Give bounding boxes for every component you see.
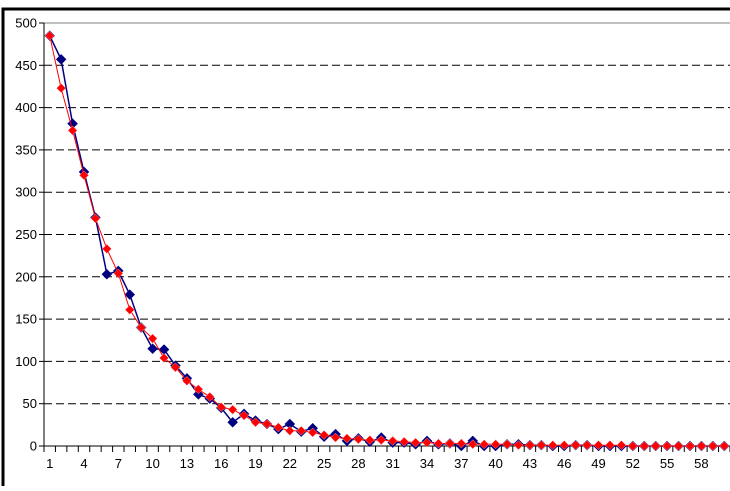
- data-point: [101, 268, 113, 280]
- data-point: [56, 83, 67, 93]
- data-point: [639, 441, 650, 451]
- data-point: [456, 438, 467, 449]
- y-tick-label: 150: [15, 312, 37, 327]
- data-point: [250, 417, 261, 428]
- data-point: [124, 304, 135, 315]
- data-point: [547, 440, 558, 451]
- y-tick-label: 0: [30, 439, 37, 454]
- data-point: [605, 440, 615, 451]
- data-point: [479, 439, 490, 450]
- x-tick-label: 25: [317, 456, 331, 471]
- data-point: [319, 430, 329, 440]
- data-point: [90, 213, 101, 224]
- data-point: [227, 404, 238, 415]
- y-tick-label: 300: [15, 185, 37, 200]
- data-point: [67, 125, 78, 136]
- data-point: [650, 441, 661, 451]
- data-point: [410, 437, 421, 448]
- data-point: [102, 244, 112, 254]
- data-point: [696, 441, 707, 451]
- data-point: [273, 422, 284, 433]
- data-point: [193, 384, 204, 395]
- y-tick-label: 350: [15, 142, 37, 157]
- data-point: [147, 343, 158, 355]
- data-point: [433, 438, 444, 449]
- data-point: [502, 439, 512, 450]
- x-tick-label: 43: [523, 456, 537, 471]
- y-tick-label: 250: [15, 227, 37, 242]
- data-point: [707, 441, 718, 451]
- data-point: [616, 440, 627, 451]
- data-point: [216, 402, 227, 412]
- data-point: [353, 434, 364, 445]
- data-point: [582, 440, 592, 451]
- data-point: [467, 439, 478, 450]
- data-point: [364, 435, 375, 445]
- x-tick-label: 46: [557, 456, 571, 471]
- x-tick-label: 52: [626, 456, 640, 471]
- data-point: [422, 437, 432, 448]
- data-point: [673, 441, 684, 451]
- x-tick-label: 10: [145, 456, 159, 471]
- x-tick-label: 1: [46, 456, 53, 471]
- data-point: [284, 425, 295, 436]
- data-point: [113, 268, 124, 279]
- data-point: [376, 435, 387, 445]
- data-point: [399, 436, 410, 447]
- data-point: [593, 440, 604, 451]
- data-point: [627, 441, 638, 451]
- y-tick-label: 100: [15, 354, 37, 369]
- y-tick-label: 50: [23, 396, 37, 411]
- data-point: [124, 289, 136, 300]
- x-tick-label: 22: [283, 456, 297, 471]
- x-tick-label: 28: [351, 456, 365, 471]
- data-point: [330, 432, 341, 443]
- data-point: [147, 333, 158, 344]
- data-point: [239, 410, 249, 421]
- data-point: [513, 440, 524, 451]
- data-point: [44, 30, 55, 41]
- data-point: [307, 427, 318, 438]
- data-point: [685, 441, 695, 451]
- x-tick-label: 16: [214, 456, 228, 471]
- y-tick-label: 200: [15, 269, 37, 284]
- x-tick-label: 55: [660, 456, 674, 471]
- x-tick-label: 19: [248, 456, 262, 471]
- x-tick-label: 58: [694, 456, 708, 471]
- data-point: [170, 362, 181, 373]
- data-point: [55, 54, 67, 65]
- data-point: [662, 441, 672, 451]
- y-tick-label: 400: [15, 100, 37, 115]
- x-tick-label: 7: [115, 456, 122, 471]
- data-point: [296, 425, 307, 436]
- data-point: [445, 438, 455, 449]
- x-tick-label: 4: [80, 456, 87, 471]
- data-point: [525, 440, 535, 451]
- x-tick-label: 31: [385, 456, 399, 471]
- y-tick-label: 500: [15, 16, 37, 31]
- data-point: [570, 440, 581, 451]
- data-point: [192, 389, 204, 400]
- x-tick-label: 49: [591, 456, 605, 471]
- data-point: [559, 440, 570, 451]
- data-point: [79, 170, 89, 181]
- data-point: [536, 440, 547, 451]
- x-tick-label: 13: [180, 456, 194, 471]
- data-point: [490, 439, 501, 450]
- data-point: [227, 416, 239, 428]
- data-point: [387, 436, 398, 446]
- data-point: [182, 376, 192, 386]
- y-tick-label: 450: [15, 58, 37, 73]
- data-point: [204, 392, 215, 402]
- data-point: [136, 322, 147, 333]
- data-point: [262, 419, 272, 429]
- x-tick-label: 37: [454, 456, 468, 471]
- data-point: [719, 441, 730, 451]
- x-tick-label: 40: [488, 456, 502, 471]
- data-point: [342, 433, 352, 444]
- data-point: [159, 353, 169, 363]
- x-tick-label: 34: [420, 456, 434, 471]
